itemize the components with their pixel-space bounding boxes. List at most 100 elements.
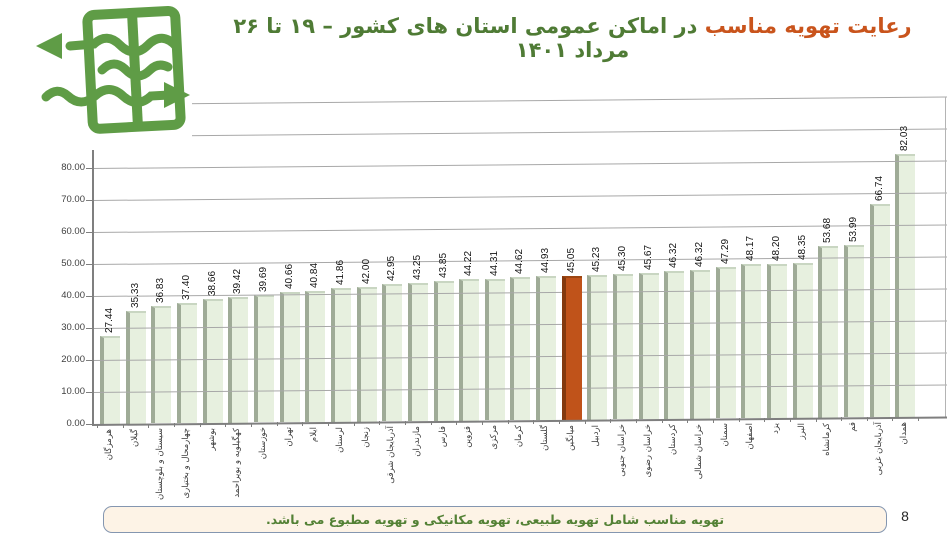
x-axis-tick [507, 420, 509, 425]
category-label: گلستان [540, 425, 551, 451]
x-axis-tick [148, 423, 150, 428]
category-label: خراسان رضوی [642, 424, 653, 478]
bar-value-label: 43.25 [411, 254, 423, 280]
bar-value-label: 48.17 [745, 236, 757, 262]
window-ventilation-icon [26, 0, 192, 140]
x-axis-tick [687, 418, 689, 423]
bar-value-label: 46.32 [668, 242, 680, 268]
x-axis-tick [892, 417, 894, 421]
x-axis-tick [738, 418, 740, 423]
x-axis-tick [251, 422, 253, 427]
y-axis-tick [86, 392, 92, 393]
y-axis-tick-label: 30.00 [61, 322, 85, 333]
bar [125, 310, 146, 424]
bar [510, 277, 531, 421]
x-axis-tick [97, 423, 99, 428]
category-label: گیلان [129, 428, 140, 447]
x-axis-tick [866, 417, 868, 422]
x-axis-tick [635, 419, 637, 424]
bar-value-label: 27.44 [104, 308, 115, 334]
y-axis-tick [86, 424, 92, 425]
x-axis-tick [430, 421, 432, 426]
x-axis-tick [712, 418, 714, 423]
bar [818, 245, 839, 418]
gridline [92, 96, 947, 105]
bar [741, 264, 762, 419]
bar-value-label: 41.86 [334, 259, 346, 285]
category-label: کهگیلویه و بویراحمد [232, 427, 243, 498]
bar [638, 272, 659, 420]
y-axis-tick [86, 168, 92, 169]
bar-value-label: 44.31 [488, 250, 500, 276]
bar [613, 274, 634, 420]
x-axis-tick [276, 422, 278, 427]
bar-value-label: 48.20 [771, 235, 783, 261]
y-axis-tick-label: 70.00 [61, 194, 85, 205]
bar [407, 282, 428, 422]
bar [202, 299, 223, 423]
category-label: سیستان و بلوچستان [155, 428, 166, 501]
footnote-text: تهویه مناسب شامل تهویه طبیعی، تهویه مکان… [265, 512, 725, 527]
x-axis-tick [815, 417, 817, 422]
x-axis-tick [789, 417, 791, 422]
y-axis-tick-label: 0.00 [66, 418, 86, 429]
y-axis-tick-label: 10.00 [61, 386, 85, 397]
bar [690, 270, 711, 419]
category-label: خراسان جنوبی [617, 424, 628, 477]
bar-value-label: 42.95 [386, 255, 398, 281]
page-title-rest: در اماکن عمومی استان های کشور – ۱۹ تا ۲۶… [233, 14, 698, 62]
bar [587, 274, 608, 420]
bar [767, 263, 788, 419]
x-axis-tick [841, 417, 843, 422]
bar [305, 291, 326, 423]
category-label: آذربایجان غربی [873, 422, 884, 476]
y-axis-tick [86, 296, 92, 297]
bar-value-label: 45.23 [591, 246, 603, 272]
bar [330, 287, 351, 422]
category-label: فارس [437, 425, 448, 448]
category-label: تهران [283, 427, 294, 447]
bar [433, 280, 454, 421]
bar-value-label: 53.68 [822, 217, 834, 243]
bar-value-label: 66.74 [873, 175, 885, 201]
category-label: ایلام [309, 427, 320, 443]
y-axis-tick [86, 360, 92, 361]
category-label: اصفهان [745, 423, 756, 450]
bar-value-label: 47.29 [719, 239, 731, 265]
category-label: زنجان [360, 426, 371, 448]
bar-value-label: 45.05 [565, 247, 577, 273]
bar-value-label: 46.32 [694, 242, 706, 268]
x-axis-tick [302, 422, 304, 427]
y-axis-tick [86, 264, 92, 265]
bar [536, 276, 557, 421]
x-axis-tick [558, 419, 560, 424]
x-axis-tick [481, 420, 483, 425]
category-label: مازندران [411, 426, 422, 457]
bar-value-label: 39.42 [232, 268, 244, 294]
category-label: اردبیل [591, 424, 602, 447]
category-label: بوشهر [206, 427, 217, 451]
category-label: سمنان [719, 423, 730, 447]
x-axis-tick [405, 421, 407, 426]
y-axis-tick-label: 40.00 [61, 290, 85, 301]
category-label: مرکزی [488, 425, 499, 451]
bar [151, 305, 172, 424]
bar [664, 270, 685, 419]
x-axis-tick [661, 419, 663, 424]
bar-value-label: 45.30 [617, 246, 629, 272]
bar [792, 263, 813, 418]
x-axis-tick [328, 421, 330, 426]
category-label: هرمزگان [104, 428, 114, 461]
category-label: قم [847, 422, 858, 433]
x-axis-tick [533, 420, 535, 425]
page-number: 8 [901, 508, 909, 524]
bar-value-label: 36.83 [155, 277, 167, 303]
category-label: خوزستان [257, 427, 268, 460]
y-axis-tick [86, 200, 92, 201]
x-axis-tick [174, 423, 176, 428]
page-title-highlight: رعایت تهویه مناسب [704, 14, 912, 38]
category-label: یزد [771, 423, 782, 434]
y-axis-tick [86, 328, 92, 329]
